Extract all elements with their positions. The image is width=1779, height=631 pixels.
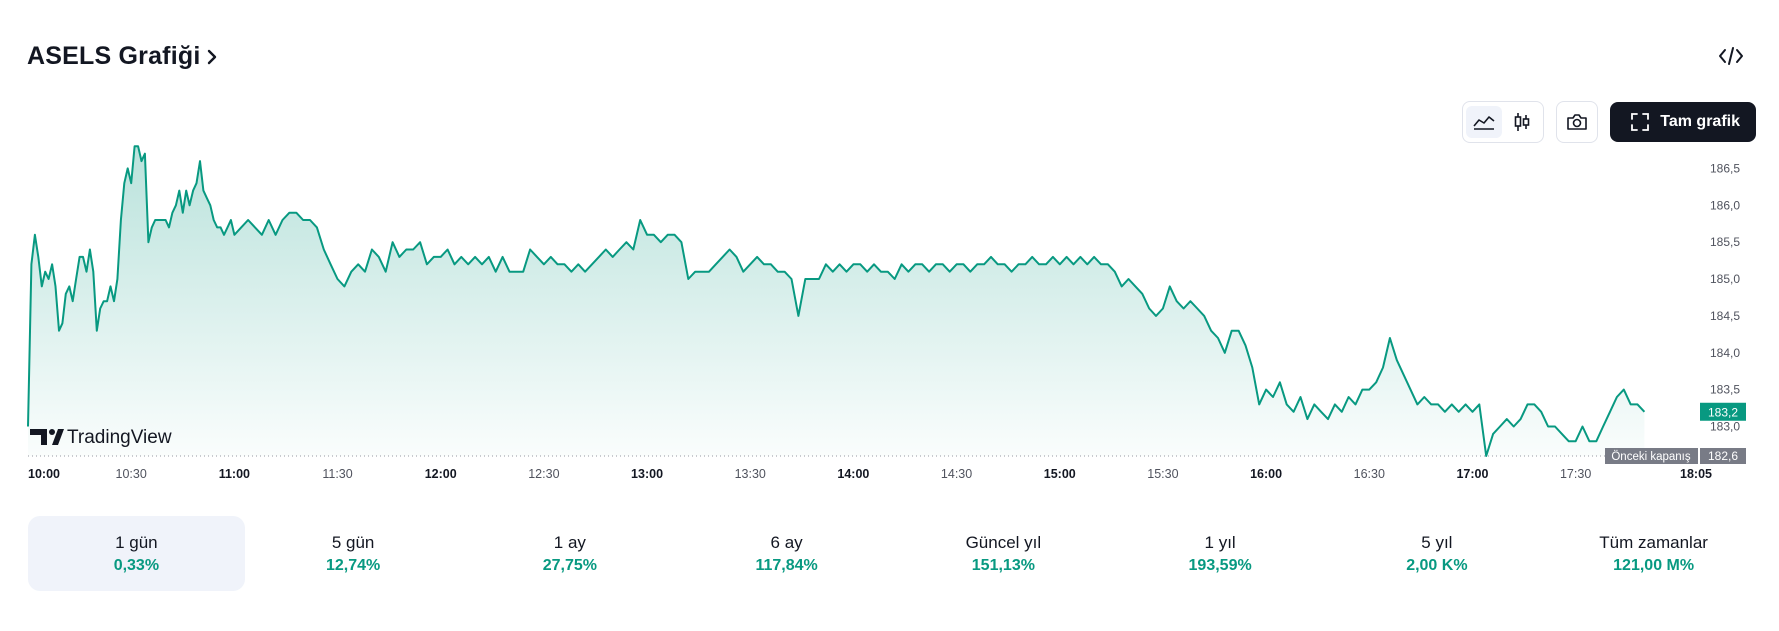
- period-tab[interactable]: 1 ay 27,75%: [462, 516, 679, 591]
- area-chart-icon: [1473, 116, 1495, 130]
- chart-toolbar: Tam grafik: [1462, 101, 1756, 143]
- period-selector: 1 gün 0,33% 5 gün 12,74% 1 ay 27,75% 6 ay 117,8…: [28, 516, 1762, 591]
- period-label: 6 ay: [770, 532, 803, 552]
- x-tick-label: 18:05: [1680, 467, 1712, 481]
- fullscreen-icon: [1631, 113, 1650, 131]
- period-tab[interactable]: 1 gün 0,33%: [28, 516, 245, 591]
- current-price-badge: [1700, 402, 1746, 421]
- tradingview-logo-mark: [30, 429, 47, 445]
- chart-type-switcher: [1462, 101, 1545, 143]
- candlestick-icon: [1514, 113, 1530, 131]
- x-tick-label: 14:00: [837, 467, 869, 481]
- period-tab[interactable]: 5 yıl 2,00 K%: [1329, 516, 1546, 591]
- candlestick-chart-button[interactable]: [1504, 106, 1540, 138]
- period-change: 12,74%: [325, 556, 381, 574]
- period-tab[interactable]: Güncel yıl 151,13%: [895, 516, 1112, 591]
- y-tick-label: 185,5: [1710, 235, 1740, 249]
- y-tick-label: 186,0: [1710, 198, 1740, 212]
- page-title: ASELS Grafiği: [27, 42, 201, 70]
- period-tab[interactable]: 1 yıl 193,59%: [1112, 516, 1329, 591]
- y-tick-label: 184,5: [1710, 309, 1740, 323]
- x-tick-label: 16:00: [1250, 467, 1282, 481]
- period-label: 1 ay: [553, 532, 586, 552]
- price-area-fill: [28, 146, 1645, 457]
- x-tick-label: 11:00: [219, 467, 250, 481]
- y-tick-label: 183,0: [1710, 420, 1740, 434]
- x-tick-label: 11:30: [322, 467, 352, 481]
- period-label: Tüm zamanlar: [1599, 532, 1708, 552]
- tradingview-logo[interactable]: TradingView: [30, 427, 172, 448]
- price-line: [27, 145, 1646, 457]
- chart-title-link[interactable]: ASELS Grafiği: [27, 42, 220, 71]
- period-label: 1 gün: [115, 532, 158, 552]
- period-change: 0,33%: [113, 556, 160, 574]
- x-tick-label: 13:00: [631, 467, 663, 481]
- period-label: 5 gün: [331, 532, 375, 552]
- x-tick-label: 17:30: [1560, 467, 1591, 481]
- embed-code-icon[interactable]: [1717, 44, 1745, 68]
- period-tab[interactable]: 6 ay 117,84%: [678, 516, 895, 591]
- full-chart-label: Tam grafik: [1660, 113, 1740, 130]
- y-tick-label: 183,5: [1710, 383, 1740, 397]
- period-label: 5 yıl: [1421, 532, 1453, 552]
- x-tick-label: 14:30: [941, 467, 972, 481]
- x-tick-label: 15:00: [1044, 467, 1076, 481]
- period-change: 117,84%: [755, 556, 818, 574]
- period-tab[interactable]: 5 gün 12,74%: [245, 516, 462, 591]
- y-tick-label: 184,0: [1710, 346, 1740, 360]
- period-tab[interactable]: Tüm zamanlar 121,00 M%: [1545, 516, 1762, 591]
- previous-close-badge: [1700, 448, 1746, 464]
- camera-icon: [1567, 114, 1588, 130]
- period-change: 2,00 K%: [1406, 556, 1468, 574]
- previous-close-text: Önceki kapanış: [1611, 451, 1691, 463]
- x-tick-label: 12:30: [528, 467, 559, 481]
- x-tick-label: 15:30: [1147, 467, 1178, 481]
- period-change: 151,13%: [971, 556, 1035, 574]
- y-tick-label: 185,0: [1710, 272, 1740, 286]
- x-tick-label: 17:00: [1456, 467, 1488, 481]
- previous-close-tag: [1605, 448, 1698, 464]
- price-chart[interactable]: 10:00 10:30 11:00 11:30 12:00 12:30 13:00 13:30…: [0, 0, 1779, 500]
- y-tick-label: 186,5: [1710, 161, 1740, 175]
- period-label: Güncel yıl: [965, 532, 1042, 552]
- area-chart-button[interactable]: [1466, 106, 1503, 138]
- period-label: 1 yıl: [1204, 532, 1236, 552]
- x-tick-label: 10:30: [116, 467, 147, 481]
- previous-close-value: 182,6: [1708, 449, 1738, 463]
- x-tick-label: 16:30: [1354, 467, 1385, 481]
- current-price-label: 183,2: [1708, 405, 1738, 419]
- x-tick-label: 10:00: [28, 467, 60, 481]
- period-change: 193,59%: [1188, 556, 1252, 574]
- period-change: 121,00 M%: [1613, 556, 1695, 574]
- x-tick-label: 13:30: [735, 467, 766, 481]
- chevron-right-icon: [208, 49, 217, 64]
- full-chart-button[interactable]: Tam grafik: [1610, 102, 1756, 142]
- x-tick-label: 12:00: [425, 467, 457, 481]
- period-change: 27,75%: [542, 556, 597, 574]
- snapshot-button[interactable]: [1556, 101, 1599, 143]
- tradingview-logo-text: TradingView: [67, 427, 172, 448]
